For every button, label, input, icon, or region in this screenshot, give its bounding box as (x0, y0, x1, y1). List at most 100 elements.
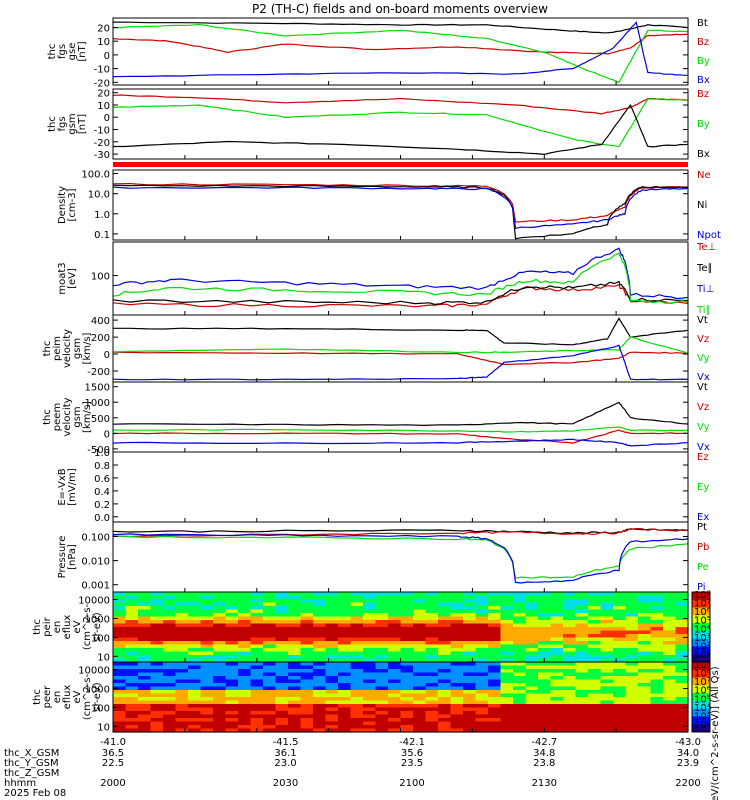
spectrogram-cell (488, 602, 502, 607)
spectrogram-cell (288, 651, 302, 656)
spectrogram-cell (538, 683, 552, 688)
spectrogram-cell (375, 721, 389, 726)
spectrogram-cell (200, 704, 214, 709)
spectrogram-cell (650, 627, 664, 632)
spectrogram-cell (188, 623, 202, 628)
y-tick-label: -500 (87, 445, 110, 456)
spectrogram-cell (525, 641, 539, 646)
spectrogram-cell (288, 669, 302, 674)
y-tick-label: 10 (97, 652, 110, 663)
spectrogram-cell (175, 662, 189, 667)
colorbar-segment (692, 654, 710, 663)
spectrogram-cell (125, 641, 139, 646)
spectrogram-cell (438, 662, 452, 667)
spectrogram-cell (225, 707, 239, 712)
spectrogram-cell (113, 613, 127, 618)
spectrogram-cell (425, 627, 439, 632)
spectrogram-cell (500, 693, 514, 698)
spectrogram-cell (300, 697, 314, 702)
spectrogram-cell (675, 690, 689, 695)
spectrogram-cell (150, 721, 164, 726)
legend-entry: Ti∥ (696, 305, 711, 316)
spectrogram-cell (225, 623, 239, 628)
spectrogram-cell (638, 613, 652, 618)
spectrogram-cell (600, 627, 614, 632)
spectrogram-cell (300, 728, 314, 733)
spectrogram-cell (563, 704, 577, 709)
spectrogram-cell (663, 630, 677, 635)
spectrogram-cell (588, 616, 602, 621)
spectrogram-cell (500, 707, 514, 712)
spectrogram-cell (325, 683, 339, 688)
spectrogram-cell (413, 620, 427, 625)
colorbar-segment (692, 607, 710, 616)
spectrogram-cell (163, 690, 177, 695)
colorbar-segment (692, 615, 710, 624)
colorbar-tick-label: 10⁷ (694, 677, 711, 688)
spectrogram-cell (125, 637, 139, 642)
spectrogram-cell (550, 718, 564, 723)
spectrogram-cell (625, 609, 639, 614)
spectrogram-cell (275, 669, 289, 674)
y-axis-label: sr-eV) (92, 682, 103, 711)
legend-entry: Ne (697, 170, 711, 181)
spectrogram-cell (475, 658, 489, 663)
spectrogram-cell (650, 641, 664, 646)
spectrogram-cell (325, 634, 339, 639)
spectrogram-cell (113, 634, 127, 639)
x-row-value: 2100 (399, 778, 424, 789)
spectrogram-cell (325, 697, 339, 702)
spectrogram-cell (325, 648, 339, 653)
spectrogram-cell (625, 606, 639, 611)
spectrogram-cell (575, 592, 589, 597)
spectrogram-cell (588, 655, 602, 660)
spectrogram-cell (238, 676, 252, 681)
spectrogram-cell (300, 707, 314, 712)
spectrogram-cell (475, 672, 489, 677)
spectrogram-cell (650, 676, 664, 681)
spectrogram-cell (450, 641, 464, 646)
y-axis-label: (cm^2-s- (82, 603, 93, 650)
spectrogram-cell (625, 602, 639, 607)
spectrogram-cell (663, 609, 677, 614)
spectrogram-cell (188, 595, 202, 600)
spectrogram-cell (675, 634, 689, 639)
spectrogram-cell (425, 690, 439, 695)
spectrogram-cell (438, 641, 452, 646)
spectrogram-cell (463, 637, 477, 642)
spectrogram-cell (563, 686, 577, 691)
spectrogram-cell (325, 662, 339, 667)
spectrogram-cell (225, 718, 239, 723)
y-tick-label: -30 (94, 150, 110, 161)
spectrogram-cell (188, 616, 202, 621)
spectrogram-cell (575, 693, 589, 698)
spectrogram-cell (575, 669, 589, 674)
spectrogram-cell (675, 592, 689, 597)
spectrogram-cell (188, 676, 202, 681)
spectrogram-cell (563, 644, 577, 649)
spectrogram-cell (475, 700, 489, 705)
spectrogram-cell (125, 704, 139, 709)
spectrogram-cell (400, 637, 414, 642)
spectrogram-cell (488, 690, 502, 695)
spectrogram-cell (400, 683, 414, 688)
spectrogram-cell (663, 686, 677, 691)
spectrogram-cell (150, 662, 164, 667)
spectrogram-cell (113, 679, 127, 684)
spectrogram-cell (663, 676, 677, 681)
spectrogram-cell (525, 665, 539, 670)
spectrogram-cell (213, 707, 227, 712)
spectrogram-cell (363, 599, 377, 604)
spectrogram-cell (600, 616, 614, 621)
spectrogram-cell (250, 606, 264, 611)
spectrogram-cell (350, 693, 364, 698)
spectrogram-cell (250, 592, 264, 597)
spectrogram-cell (325, 707, 339, 712)
legend-entry: Pt (697, 522, 707, 533)
spectrogram-cell (375, 620, 389, 625)
y-axis-label: thc (47, 116, 58, 132)
spectrogram-cell (488, 609, 502, 614)
spectrogram-cell (450, 693, 464, 698)
spectrogram-cell (313, 707, 327, 712)
